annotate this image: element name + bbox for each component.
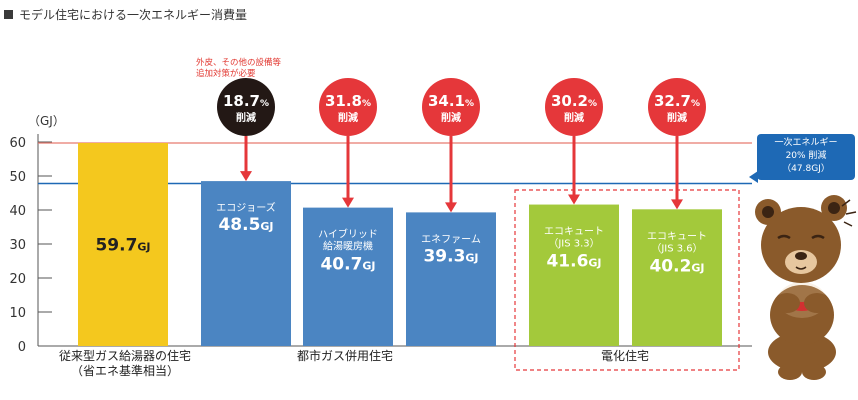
- electric-group-frame: [514, 189, 740, 371]
- reduction-label: 削減: [564, 111, 584, 124]
- reduction-percent: 34.1%: [428, 92, 474, 110]
- y-tick-label: 30: [9, 238, 26, 253]
- bar-value-label: 48.5GJ: [218, 215, 273, 235]
- reduction-percent: 31.8%: [325, 92, 371, 110]
- group-label-line: 都市ガス併用住宅: [296, 349, 393, 363]
- bar: [303, 207, 393, 346]
- target-line: （47.8GJ）: [782, 164, 830, 174]
- group-label-gas: 都市ガス併用住宅: [250, 349, 440, 364]
- y-tick-label: 40: [9, 204, 26, 219]
- reduction-percent: 30.2%: [551, 92, 597, 110]
- target-callout: 一次エネルギー 20% 削減 （47.8GJ）: [749, 134, 855, 183]
- group-label-line: （省エネ基準相当）: [70, 364, 179, 378]
- title-text: モデル住宅における一次エネルギー消費量: [19, 8, 248, 22]
- bar-name-label: エコキュート: [544, 227, 604, 238]
- reduction-arrow-head: [240, 171, 252, 182]
- target-line: 一次エネルギー: [774, 138, 838, 148]
- reduction-arrow-head: [342, 197, 354, 208]
- reduction-label: 削減: [338, 111, 358, 124]
- reduction-label: 削減: [441, 111, 461, 124]
- reduction-arrow-head: [671, 199, 683, 210]
- bar-name-label: （JIS 3.3）: [548, 238, 599, 250]
- group-label-conventional: 従来型ガス給湯器の住宅 （省エネ基準相当）: [40, 349, 210, 379]
- note-line: 外皮、その他の設備等: [196, 58, 282, 68]
- additional-measures-note: 外皮、その他の設備等 追加対策が必要: [196, 58, 316, 80]
- group-label-line: 従来型ガス給湯器の住宅: [58, 349, 191, 363]
- y-axis-unit: （GJ）: [28, 114, 65, 128]
- bar-name-label: エネファーム: [421, 233, 481, 245]
- reduction-label: 削減: [236, 111, 256, 124]
- target-line: 20% 削減: [785, 151, 827, 161]
- reduction-badge: [648, 78, 706, 136]
- bar-name-label: エコジョーズ: [216, 201, 276, 214]
- bear-mascot-icon: [755, 195, 857, 380]
- chart-title: モデル住宅における一次エネルギー消費量: [4, 6, 247, 23]
- bar-name-label: 給湯暖房機: [323, 240, 373, 253]
- bar-value-label: 59.7GJ: [95, 236, 150, 256]
- reduction-arrow-head: [568, 194, 580, 205]
- y-tick-label: 60: [9, 136, 26, 151]
- title-bullet-icon: [4, 10, 13, 19]
- reduction-label: 削減: [667, 111, 687, 124]
- bar: [78, 143, 168, 346]
- y-tick-label: 20: [9, 272, 26, 287]
- note-line: 追加対策が必要: [196, 69, 256, 79]
- reduction-arrow-head: [445, 202, 457, 213]
- reduction-badge: [319, 78, 377, 136]
- bar-value-label: 40.2GJ: [649, 256, 704, 276]
- reduction-percent: 18.7%: [223, 92, 269, 110]
- bar: [201, 181, 291, 346]
- bar-name-label: ハイブリッド: [318, 228, 378, 241]
- y-tick-label: 10: [9, 306, 26, 321]
- reduction-badge: [422, 78, 480, 136]
- bar-value-label: 41.6GJ: [546, 252, 601, 272]
- reduction-percent: 32.7%: [654, 92, 700, 110]
- y-tick-label: 50: [9, 170, 26, 185]
- bar: [406, 212, 496, 346]
- group-label-electric: 電化住宅: [540, 349, 710, 364]
- bar-name-label: （JIS 3.6）: [651, 242, 702, 254]
- reduction-badge: [545, 78, 603, 136]
- bar-value-label: 39.3GJ: [423, 246, 478, 266]
- bar: [632, 209, 722, 346]
- bar: [529, 204, 619, 346]
- bar-name-label: エコキュート: [647, 231, 707, 242]
- bar-value-label: 40.7GJ: [320, 255, 375, 275]
- group-label-line: 電化住宅: [600, 349, 649, 363]
- reduction-badge: [217, 78, 275, 136]
- y-tick-label: 0: [18, 340, 26, 355]
